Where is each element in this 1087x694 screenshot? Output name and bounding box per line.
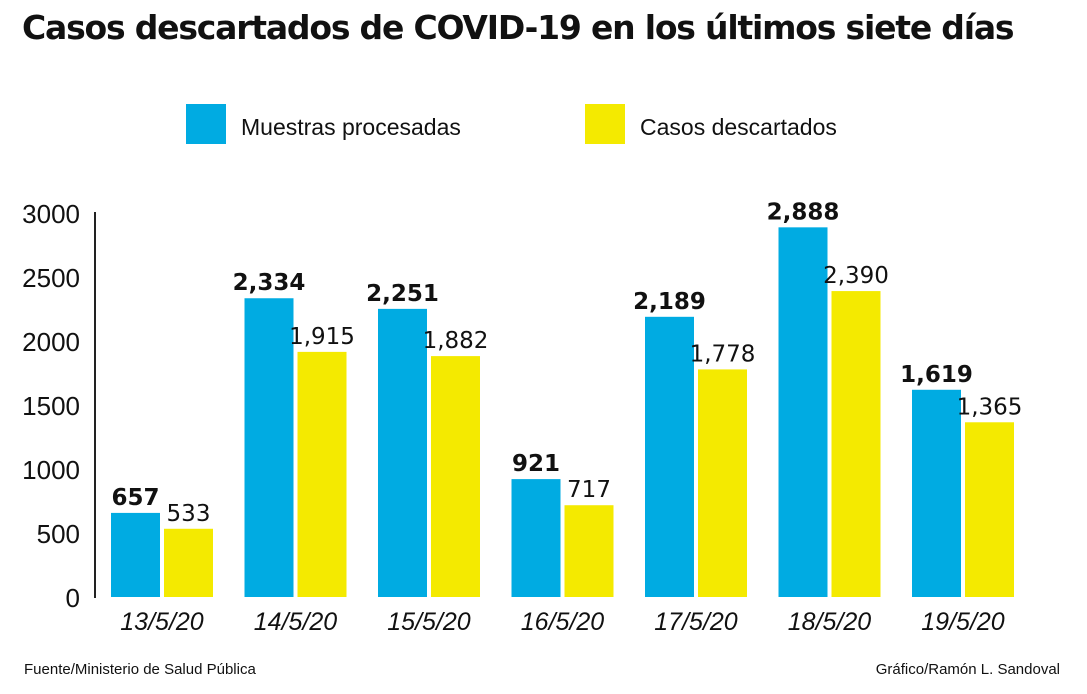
bar-casos — [297, 351, 347, 597]
data-label: 1,365 — [957, 394, 1023, 420]
bar-casos — [831, 291, 881, 597]
legend-swatch-muestras — [186, 104, 226, 144]
bar-muestras — [244, 298, 294, 597]
credit-note: Gráfico/Ramón L. Sandoval — [875, 661, 1060, 678]
y-tick-label: 1500 — [22, 391, 80, 421]
x-tick-label: 18/5/20 — [788, 608, 872, 636]
y-tick-label: 500 — [37, 519, 80, 549]
bar-muestras — [378, 308, 427, 597]
y-tick-label: 1000 — [22, 455, 80, 485]
bar-casos — [965, 422, 1014, 597]
y-tick-label: 2500 — [22, 263, 80, 293]
x-tick-label: 15/5/20 — [387, 608, 471, 636]
bar-muestras — [778, 227, 828, 597]
data-label: 533 — [167, 501, 211, 527]
source-note: Fuente/Ministerio de Salud Pública — [24, 661, 256, 678]
data-label: 1,619 — [900, 362, 973, 388]
legend-swatch-casos — [585, 104, 625, 144]
x-tick-label: 14/5/20 — [254, 608, 338, 636]
data-label: 2,390 — [823, 263, 889, 289]
data-label: 657 — [111, 485, 159, 511]
legend-label-casos: Casos descartados — [640, 114, 837, 140]
chart-title: Casos descartados de COVID-19 en los últ… — [22, 8, 1015, 47]
y-tick-label: 3000 — [22, 199, 80, 229]
bar-muestras — [645, 316, 694, 597]
data-label: 1,882 — [423, 328, 489, 354]
bar-muestras — [912, 389, 961, 597]
x-tick-label: 16/5/20 — [521, 608, 605, 636]
data-label: 921 — [512, 451, 560, 477]
bar-casos — [564, 505, 614, 597]
data-label: 2,334 — [233, 270, 306, 296]
y-tick-label: 2000 — [22, 327, 80, 357]
legend-label-muestras: Muestras procesadas — [241, 114, 461, 140]
bar-muestras — [111, 512, 160, 597]
data-label: 2,189 — [633, 289, 706, 315]
x-tick-label: 13/5/20 — [120, 608, 204, 636]
bar-casos — [431, 356, 480, 597]
bar-casos — [164, 528, 213, 597]
x-tick-label: 19/5/20 — [921, 608, 1005, 636]
bar-casos — [698, 369, 747, 597]
data-label: 717 — [567, 477, 611, 503]
data-label: 2,888 — [767, 199, 840, 225]
data-label: 1,778 — [690, 341, 756, 367]
bar-muestras — [511, 479, 561, 597]
y-tick-label: 0 — [66, 583, 80, 613]
data-label: 1,915 — [289, 324, 355, 350]
x-tick-label: 17/5/20 — [654, 608, 738, 636]
data-label: 2,251 — [366, 281, 439, 307]
